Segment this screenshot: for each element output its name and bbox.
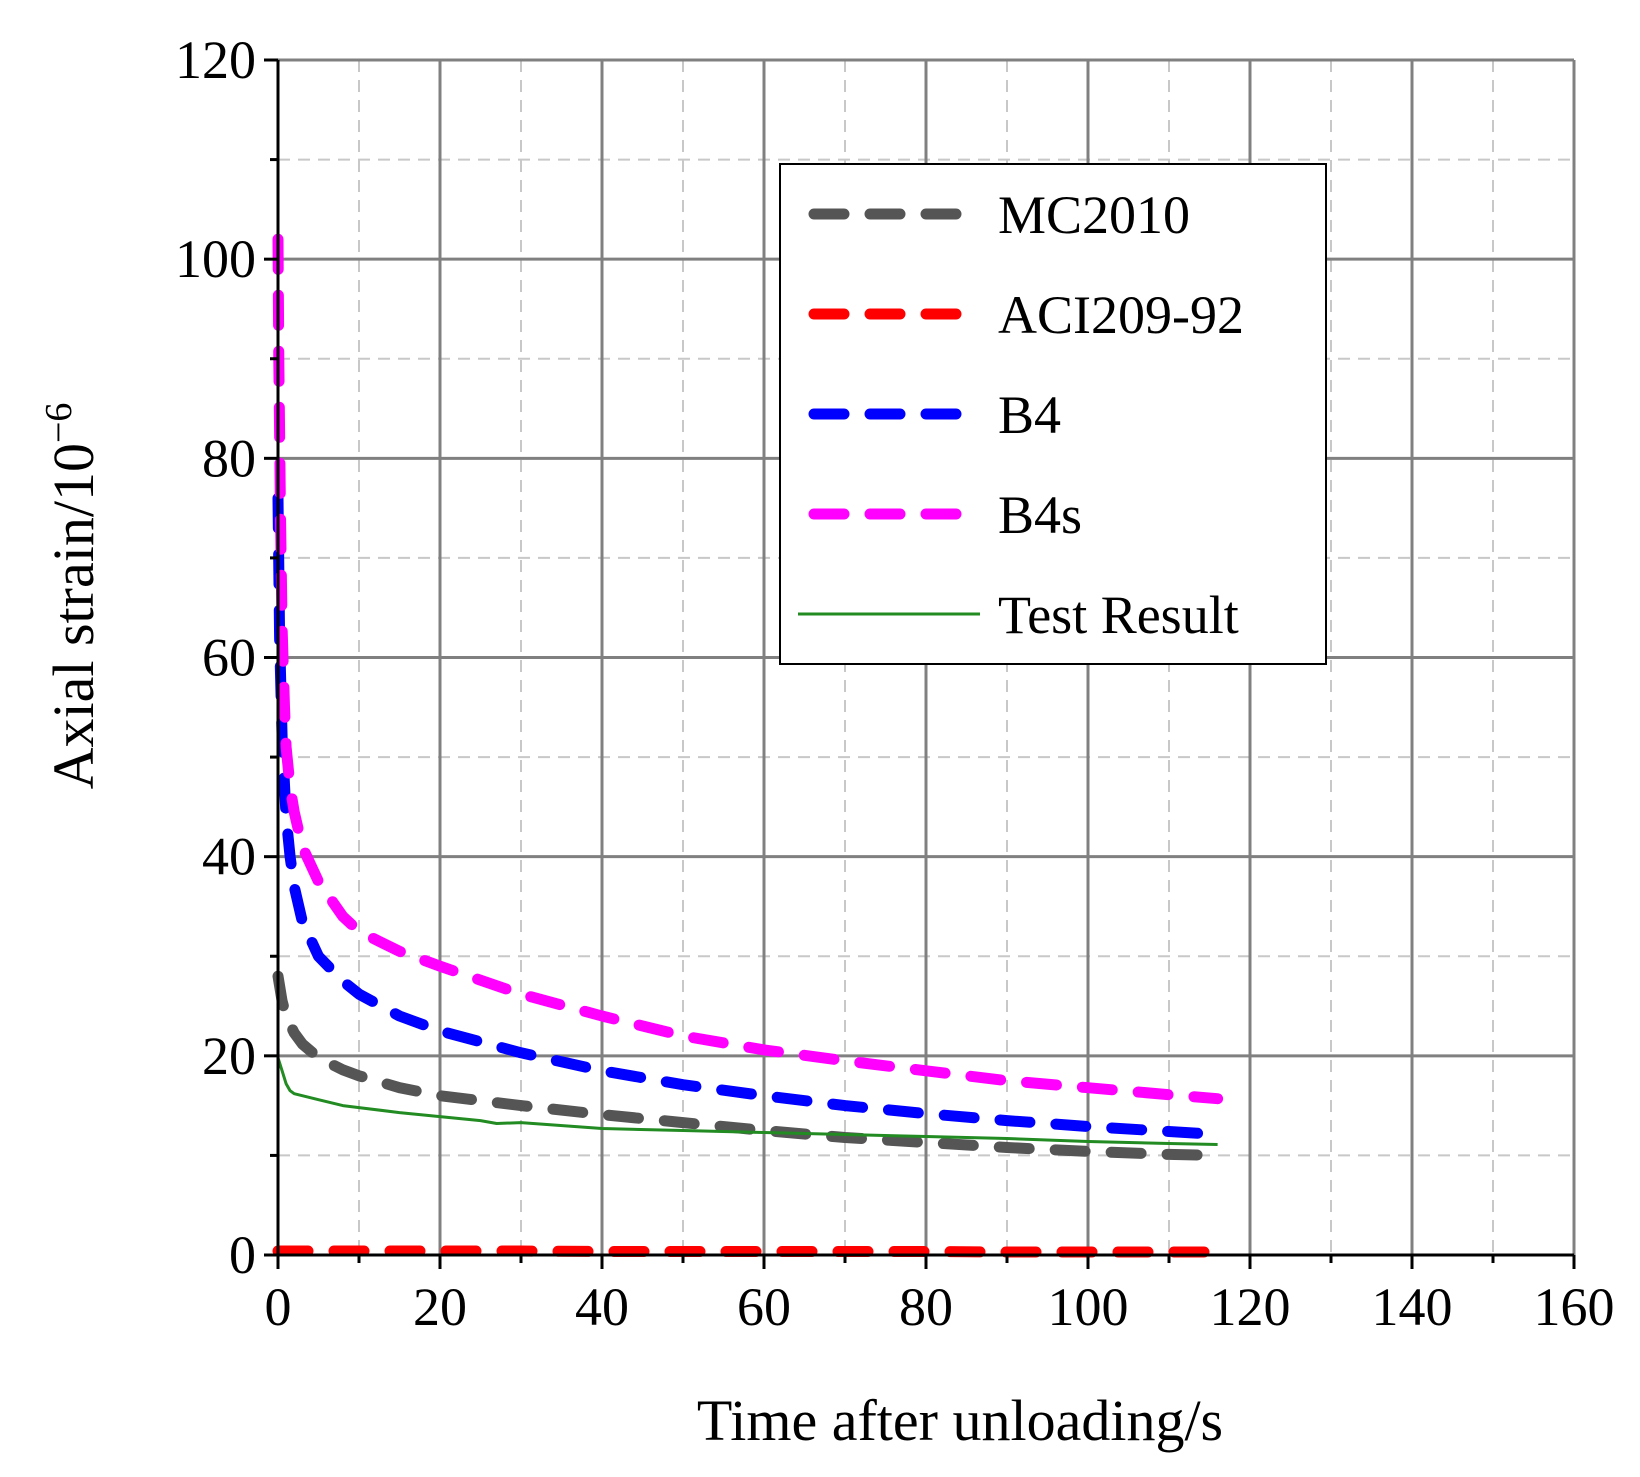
- series-line-b4s: [272, 233, 1224, 1105]
- legend-label: ACI209-92: [998, 285, 1244, 345]
- x-axis-title: Time after unloading/s: [697, 1388, 1223, 1453]
- x-tick-label: 60: [737, 1277, 791, 1337]
- legend-item: B4: [808, 385, 1061, 445]
- x-tick-label: 160: [1534, 1277, 1615, 1337]
- series-line-aci209-92: [272, 1245, 1224, 1258]
- series-line-test-result: [276, 1057, 1218, 1146]
- x-tick-label: 80: [899, 1277, 953, 1337]
- series-line-mc2010: [272, 970, 1224, 1161]
- legend-item: ACI209-92: [808, 285, 1244, 345]
- y-tick-label: 100: [175, 229, 256, 289]
- y-tick-label: 20: [202, 1026, 256, 1086]
- y-tick-label: 80: [202, 428, 256, 488]
- y-axis-title-exponent: −6: [38, 403, 80, 443]
- series-line-b4: [272, 492, 1224, 1140]
- x-tick-label: 100: [1048, 1277, 1129, 1337]
- x-tick-label: 120: [1210, 1277, 1291, 1337]
- legend: MC2010 ACI209-92 B4 B4s Test Result: [779, 163, 1327, 665]
- y-tick-label: 0: [229, 1225, 256, 1285]
- series-layer: [272, 233, 1224, 1258]
- tick-labels: 0 20 40 60 80 100 120 140 160 0 20 40 60 80 100 120: [175, 30, 1615, 1337]
- x-tick-label: 40: [575, 1277, 629, 1337]
- x-tick-label: 0: [265, 1277, 292, 1337]
- legend-label: Test Result: [998, 585, 1239, 645]
- legend-label: B4: [998, 385, 1061, 445]
- legend-label: B4s: [998, 485, 1082, 545]
- y-axis-title-base: Axial strain/10: [41, 443, 106, 789]
- x-tick-label: 140: [1372, 1277, 1453, 1337]
- y-tick-label: 40: [202, 827, 256, 887]
- y-axis-title: Axial strain/10−6: [38, 403, 106, 790]
- y-tick-label: 120: [175, 30, 256, 90]
- legend-item: B4s: [808, 485, 1082, 545]
- legend-item: MC2010: [808, 185, 1190, 245]
- x-tick-label: 20: [413, 1277, 467, 1337]
- y-tick-label: 60: [202, 628, 256, 688]
- tick-marks: [264, 58, 1576, 1269]
- legend-item: Test Result: [798, 585, 1239, 645]
- legend-label: MC2010: [998, 185, 1190, 245]
